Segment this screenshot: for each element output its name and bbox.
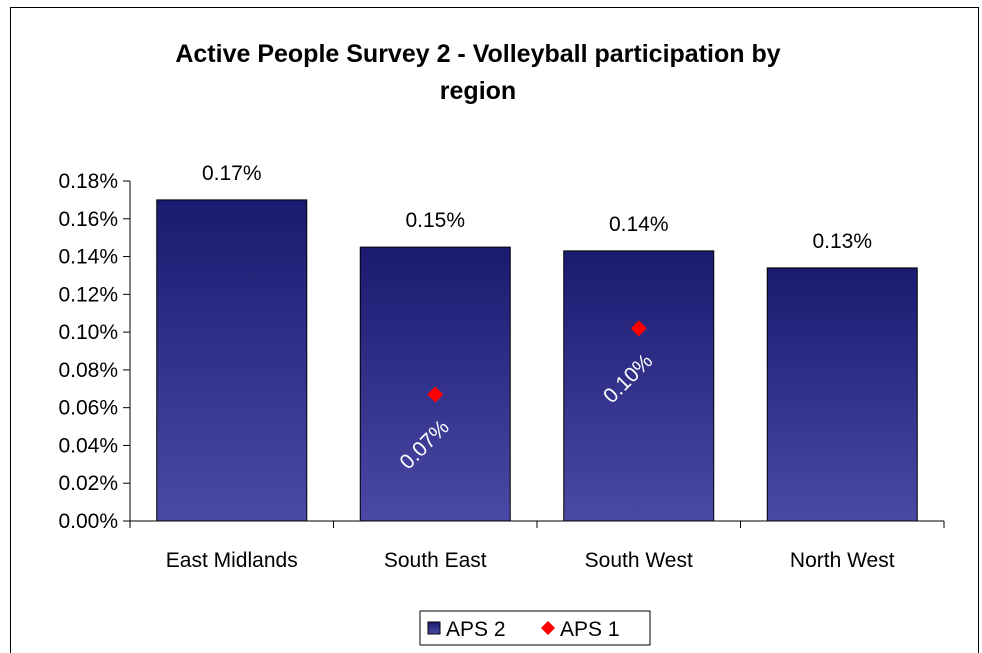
y-tick-label: 0.16% <box>58 208 118 231</box>
marker <box>427 386 444 403</box>
chart-title-line: Active People Survey 2 - Volleyball part… <box>175 40 780 68</box>
y-tick-label: 0.00% <box>58 510 118 533</box>
bar <box>359 246 511 522</box>
y-tick-label: 0.04% <box>58 434 118 457</box>
bar <box>766 267 918 522</box>
legend-label: APS 2 <box>446 618 506 641</box>
y-tick-label: 0.18% <box>58 170 118 193</box>
marker <box>630 320 647 337</box>
bars <box>156 199 918 522</box>
chart-title: Active People Survey 2 - Volleyball part… <box>175 40 780 105</box>
markers <box>427 320 647 403</box>
legend-swatch-bar <box>427 621 441 635</box>
y-tick-label: 0.12% <box>58 283 118 306</box>
legend-label: APS 1 <box>560 618 620 641</box>
legend-box <box>419 610 651 646</box>
x-tick-label: North West <box>790 549 895 572</box>
y-tick-label: 0.14% <box>58 246 118 269</box>
chart-title-line: region <box>440 77 516 105</box>
bar-value-label: 0.13% <box>812 230 872 253</box>
x-tick-label: South East <box>384 549 487 572</box>
x-tick-label: East Midlands <box>166 549 298 572</box>
x-tick-label: South West <box>585 549 693 572</box>
y-tick-label: 0.08% <box>58 359 118 382</box>
bar-value-label: 0.14% <box>609 213 669 236</box>
bar-value-label: 0.17% <box>202 162 262 185</box>
bar <box>563 250 715 522</box>
legend-swatch-marker <box>541 621 555 635</box>
legend: APS 2 APS 1 <box>419 610 651 646</box>
y-tick-label: 0.10% <box>58 321 118 344</box>
bar <box>156 199 308 522</box>
y-tick-label: 0.02% <box>58 472 118 495</box>
bar-value-label: 0.15% <box>405 209 465 232</box>
y-tick-label: 0.06% <box>58 397 118 420</box>
